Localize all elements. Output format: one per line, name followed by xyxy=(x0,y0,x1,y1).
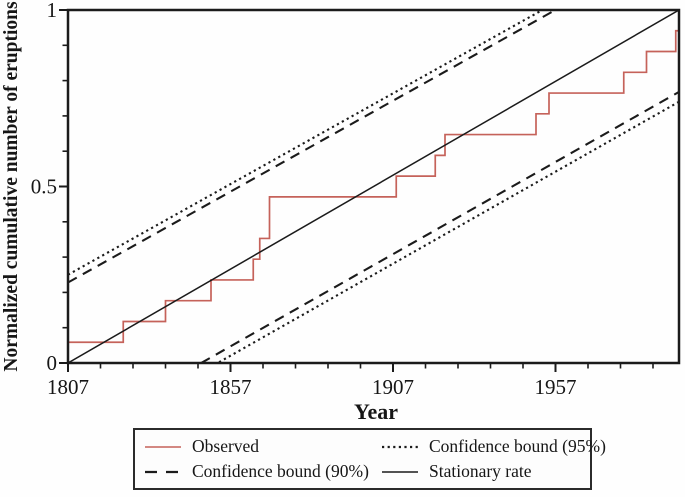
legend-item-observed: Observed xyxy=(144,436,381,457)
x-axis-title: Year xyxy=(354,399,398,424)
x-tick-label: 1857 xyxy=(210,375,252,399)
legend-label: Stationary rate xyxy=(429,461,532,481)
series-confidence-bound-90-upper xyxy=(68,10,558,284)
x-tick-label: 1907 xyxy=(372,375,414,399)
y-tick-label: 0.5 xyxy=(31,175,57,199)
series-confidence-bound-90-lower xyxy=(199,90,679,363)
legend-item-stationary-rate: Stationary rate xyxy=(381,461,606,482)
legend-dotted-line-sample xyxy=(382,445,418,448)
series-stationary-rate xyxy=(68,10,679,363)
legend-dashed-line-sample xyxy=(145,470,181,473)
x-tick-label: 1957 xyxy=(535,375,577,399)
legend-label: Confidence bound (95%) xyxy=(429,436,606,456)
series-layer xyxy=(68,10,679,363)
legend-box: Observed Confidence bound (95%) Confidence… xyxy=(133,428,606,490)
y-tick-label: 1 xyxy=(47,0,58,22)
legend-item-confidence-bound-95: Confidence bound (95%) xyxy=(381,436,606,457)
chart-canvas: 1807 1857 1907 1957 0 0.5 1 Year Normalized cu… xyxy=(1,0,681,424)
series-confidence-bound-95-upper xyxy=(68,10,545,276)
y-axis-title: Normalized cumulative number of eruption… xyxy=(1,1,22,372)
legend-solid-line-sample xyxy=(382,470,418,473)
legend-label: Confidence bound (90%) xyxy=(192,461,369,481)
legend-item-confidence-bound-90: Confidence bound (90%) xyxy=(144,461,381,482)
legend-solid-line-sample xyxy=(145,445,181,448)
axis-ticks xyxy=(59,9,654,372)
plot-border xyxy=(66,8,681,365)
legend-label: Observed xyxy=(192,436,260,456)
x-tick-label: 1807 xyxy=(47,375,89,399)
series-observed xyxy=(68,29,679,344)
axis-tick-labels: 1807 1857 1907 1957 0 0.5 1 xyxy=(31,0,577,399)
y-tick-label: 0 xyxy=(47,351,58,375)
